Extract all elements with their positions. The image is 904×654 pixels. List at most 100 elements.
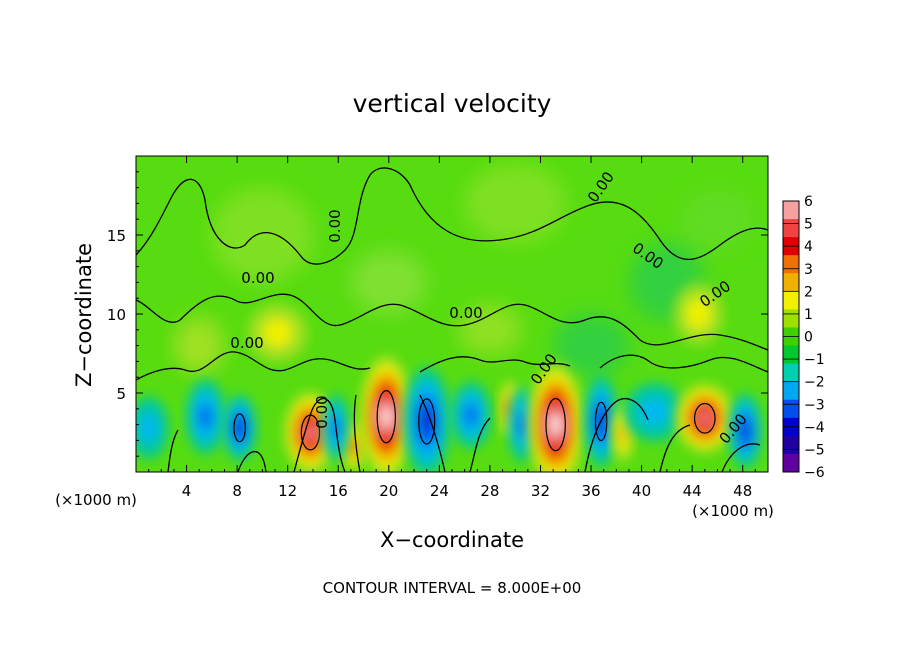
cell-ring (639, 397, 670, 427)
zero-contour-line (136, 167, 768, 265)
zero-contour-line (659, 424, 691, 472)
colorbar-tick-label: −4 (804, 420, 825, 436)
downdraft-cell (403, 368, 450, 472)
colorbar-tick-label: 5 (804, 217, 813, 233)
cell-ring (699, 412, 710, 425)
zero-contours (136, 167, 768, 472)
zero-contour-line (237, 450, 267, 472)
updraft-cell (675, 383, 735, 454)
colorbar-swatch (783, 399, 799, 419)
cell-ring (235, 419, 244, 436)
x-tick-label: 20 (379, 482, 398, 500)
cell-contour (545, 397, 566, 452)
cell-ring (618, 424, 627, 444)
x-tick-label: 16 (329, 482, 348, 500)
colorbar-tick-label: −3 (804, 397, 825, 413)
zero-contour-line (136, 293, 768, 351)
colorbar-swatch (783, 363, 799, 383)
colorbar-tick-label: −6 (804, 465, 825, 481)
cell-ring (306, 425, 315, 440)
zero-contour-line (419, 356, 571, 373)
colorbar-tick-label: 4 (804, 239, 813, 255)
contour-label: 0.00 (230, 334, 263, 352)
updraft-cell (359, 355, 413, 472)
y-tick-label: 5 (116, 385, 126, 403)
updraft-cell (247, 304, 308, 362)
colorbar-tick-label: −2 (804, 375, 825, 391)
cell-contour (418, 398, 436, 445)
contour-label: 0.00 (313, 395, 331, 428)
downdraft-cell (136, 396, 169, 459)
x-tick-label: 32 (531, 482, 550, 500)
cell-ring (138, 412, 159, 444)
cell-ring (350, 440, 357, 453)
cell-contour (693, 402, 716, 434)
zero-contour-line (584, 398, 649, 472)
x-unit-left: (×1000 m) (55, 491, 137, 509)
background-patch (173, 317, 225, 375)
contour-label: 0.00 (241, 269, 274, 287)
x-tick-label: 28 (480, 482, 499, 500)
background-patch (350, 250, 427, 314)
downdraft-cell (223, 394, 257, 461)
cell-contour (594, 401, 608, 442)
cell-ring (741, 421, 750, 441)
zero-contour-line (599, 354, 768, 373)
cell-ring (262, 318, 293, 348)
x-tick-label: 4 (182, 482, 192, 500)
x-tick-label: 40 (632, 482, 651, 500)
colorbar-swatch (783, 309, 799, 328)
x-unit-right: (×1000 m) (692, 502, 774, 520)
downdraft-cell (624, 383, 684, 441)
contour-interval-note: CONTOUR INTERVAL = 8.000E+00 (323, 579, 582, 597)
cell-contour (233, 413, 246, 443)
colorbar-tick-label: 3 (804, 262, 813, 278)
colorbar-tick-label: −1 (804, 352, 825, 368)
colorbar-tick-label: 6 (804, 194, 813, 210)
colorbar-swatch (783, 255, 799, 274)
cell-ring (686, 298, 711, 330)
colorbar-swatch (783, 435, 799, 455)
zero-contour-line (353, 394, 361, 472)
colorbar-swatch (783, 201, 799, 220)
cell-ring (382, 407, 391, 426)
zero-contour-line (293, 398, 346, 472)
cell-ring (198, 404, 213, 430)
cell-ring (517, 412, 528, 437)
zero-contour-line (469, 417, 491, 472)
updraft-cell (527, 362, 584, 472)
background-patch (458, 304, 522, 356)
background-patch (464, 163, 566, 243)
colorbar-tick-label: −5 (804, 442, 825, 458)
colorbar-swatch (783, 219, 799, 238)
colorbar-swatch (783, 291, 799, 310)
y-axis-label: Z−coordinate (72, 243, 96, 387)
zero-contour-line (167, 429, 179, 472)
y-tick-label: 15 (107, 227, 126, 245)
cell-ring (464, 404, 478, 427)
colorbar-tick-label: 2 (804, 284, 813, 300)
x-tick-label: 12 (278, 482, 297, 500)
x-tick-label: 36 (581, 482, 600, 500)
zero-contour-line (721, 443, 761, 472)
updraft-cell (673, 283, 724, 345)
colorbar-swatch (783, 273, 799, 292)
colorbar-swatch (783, 381, 799, 401)
colorbar-swatch (783, 453, 799, 473)
contour-label: 0.00 (449, 304, 482, 322)
colorbar-tick-label: 1 (804, 307, 813, 323)
chart-title: vertical velocity (353, 89, 552, 118)
downdraft-cell (451, 382, 491, 448)
x-axis-label: X−coordinate (380, 528, 524, 552)
x-axis: 4 8 12 16 20 24 28 32 36 40 44 48 (148, 156, 756, 500)
colorbar-tick-label: 0 (804, 330, 813, 346)
zero-contour-line (136, 351, 371, 381)
y-tick-label: 10 (107, 306, 126, 324)
x-tick-label: 48 (733, 482, 752, 500)
y-axis: 5 10 15 (107, 171, 768, 457)
colorbar-swatch (783, 345, 799, 365)
x-tick-label: 24 (430, 482, 449, 500)
background-patch (211, 187, 313, 283)
x-tick-label: 44 (683, 482, 702, 500)
